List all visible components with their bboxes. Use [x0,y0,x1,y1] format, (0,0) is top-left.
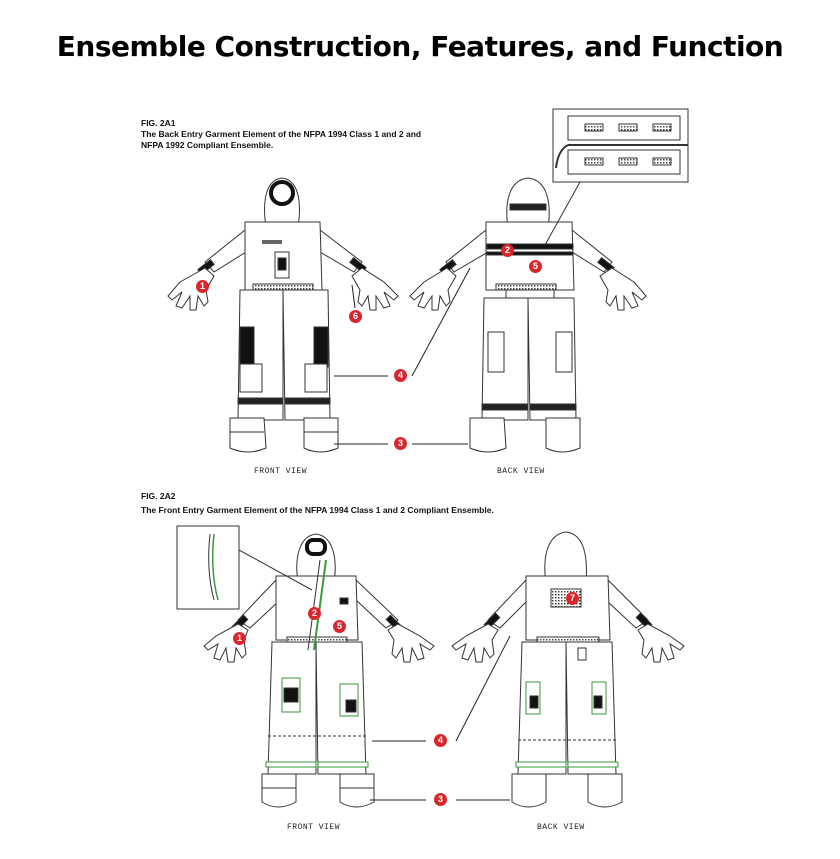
fig-2a1-front-suit [167,177,399,453]
fig-2a2-callout-1: 1 [233,632,246,645]
fig-2a1-callout-6: 6 [349,310,362,323]
fig-2a1-leader-lines [334,267,471,445]
fig-2a1-callout-1: 1 [196,280,209,293]
fig-2a2-callout-2: 2 [308,607,321,620]
fig-2a1-callout-2: 2 [501,244,514,257]
page-title: Ensemble Construction, Features, and Fun… [56,30,784,63]
fig-2a2-callout-3: 3 [434,793,447,806]
fig-2a2-callout-7: 7 [566,592,579,605]
fig-2a2-front-view-label: FRONT VIEW [287,823,341,832]
fig-2a1-caption: The Back Entry Garment Element of the NF… [141,129,421,151]
fig-2a2-callout-4: 4 [434,734,447,747]
fig-2a2-callout-5: 5 [333,620,346,633]
fig-2a2-caption: The Front Entry Garment Element of the N… [141,505,494,515]
fig-2a1-caption-line1: The Back Entry Garment Element of the NF… [141,129,422,139]
fig-2a2-back-suit [451,531,685,808]
fig-2a1-caption-line2: NFPA 1992 Compliant Ensemble. [141,140,274,150]
fig-2a1-label: FIG. 2A1 [141,118,176,128]
fig-2a2-leader-lines [370,635,511,801]
fig-2a1-front-view-label: FRONT VIEW [254,467,308,476]
fig-2a2-label: FIG. 2A2 [141,491,176,501]
fig-2a1-callout-3: 3 [394,437,407,450]
fig-2a1-zipper-inset [544,108,689,246]
fig-2a1-callout-4: 4 [394,369,407,382]
fig-2a1-back-suit [409,177,647,453]
fig-2a1-callout-5: 5 [529,260,542,273]
fig-2a2-back-view-label: BACK VIEW [537,823,585,832]
fig-2a1-back-view-label: BACK VIEW [497,467,545,476]
fig-2a2-zipper-inset [176,525,313,610]
